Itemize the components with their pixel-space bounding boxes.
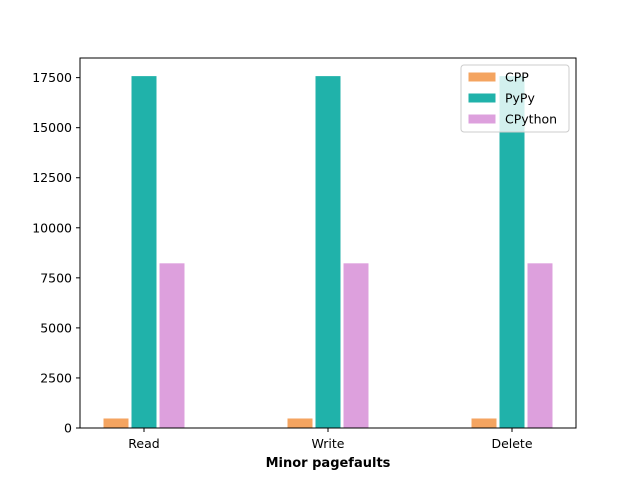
y-tick-label: 0 [64, 421, 72, 436]
legend-label-cpython: CPython [505, 112, 557, 127]
bar-cpython-delete [526, 262, 554, 429]
bar-cpp-read [102, 417, 130, 429]
legend: CPP PyPy CPython [460, 64, 570, 133]
bar-cpython-read [158, 262, 186, 429]
x-tick-label: Read [128, 436, 159, 451]
legend-swatch-cpp [467, 71, 497, 83]
y-tick-label: 12500 [32, 170, 72, 185]
legend-label-cpp: CPP [505, 70, 529, 85]
bars-group [102, 75, 554, 429]
x-axis-title: Minor pagefaults [266, 456, 391, 471]
legend-swatch-pypy [467, 92, 497, 104]
y-tick-label: 17500 [32, 70, 72, 85]
x-axis: Read Write Delete [128, 428, 533, 451]
bar-pypy-read [130, 75, 158, 429]
y-tick-label: 7500 [40, 270, 72, 285]
y-tick-label: 2500 [40, 370, 72, 385]
x-tick-label: Delete [491, 436, 532, 451]
bar-cpp-write [286, 417, 314, 429]
y-tick-label: 15000 [32, 120, 72, 135]
x-tick-label: Write [311, 436, 344, 451]
y-tick-label: 10000 [32, 220, 72, 235]
y-tick-label: 5000 [40, 320, 72, 335]
legend-swatch-cpython [467, 113, 497, 125]
bar-cpython-write [342, 262, 370, 429]
bar-pypy-write [314, 75, 342, 429]
y-axis: 0 2500 5000 7500 10000 12500 15000 17500 [32, 70, 80, 436]
legend-label-pypy: PyPy [505, 91, 535, 106]
bar-cpp-delete [470, 417, 498, 429]
